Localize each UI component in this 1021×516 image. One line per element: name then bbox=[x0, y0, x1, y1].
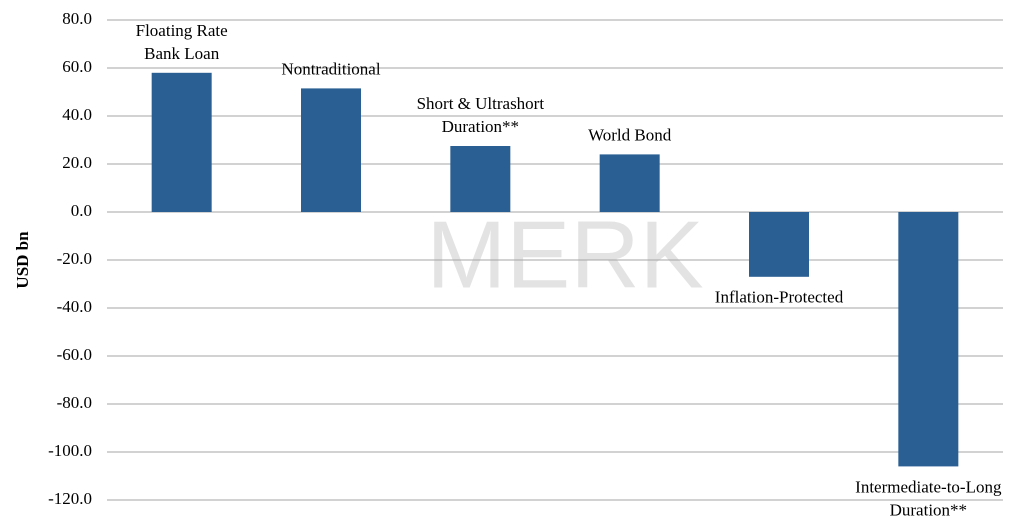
y-tick-label: -40.0 bbox=[57, 297, 92, 316]
bar bbox=[151, 72, 212, 212]
category-label: Floating Rate Bank Loan bbox=[136, 21, 228, 63]
y-tick-label: 40.0 bbox=[62, 105, 92, 124]
category-label: Intermediate-to-Long Duration** bbox=[855, 477, 1002, 516]
category-label: Inflation-Protected bbox=[715, 288, 844, 307]
category-label: World Bond bbox=[588, 125, 672, 144]
bar bbox=[898, 212, 959, 467]
bar bbox=[599, 154, 660, 212]
y-tick-label: 20.0 bbox=[62, 153, 92, 172]
watermark: MERK bbox=[426, 201, 703, 308]
y-tick-label: 60.0 bbox=[62, 57, 92, 76]
category-label: Nontraditional bbox=[281, 59, 380, 78]
bar bbox=[301, 88, 361, 212]
y-tick-label: -100.0 bbox=[48, 441, 92, 460]
y-tick-label: -20.0 bbox=[57, 249, 92, 268]
bar bbox=[749, 212, 809, 277]
y-tick-label: -60.0 bbox=[57, 345, 92, 364]
bar bbox=[450, 146, 511, 212]
y-axis-label: USD bn bbox=[13, 231, 32, 289]
y-tick-label: 80.0 bbox=[62, 9, 92, 28]
category-label: Short & Ultrashort Duration** bbox=[417, 94, 545, 136]
y-tick-label: -120.0 bbox=[48, 489, 92, 508]
y-tick-label: -80.0 bbox=[57, 393, 92, 412]
y-tick-label: 0.0 bbox=[71, 201, 92, 220]
